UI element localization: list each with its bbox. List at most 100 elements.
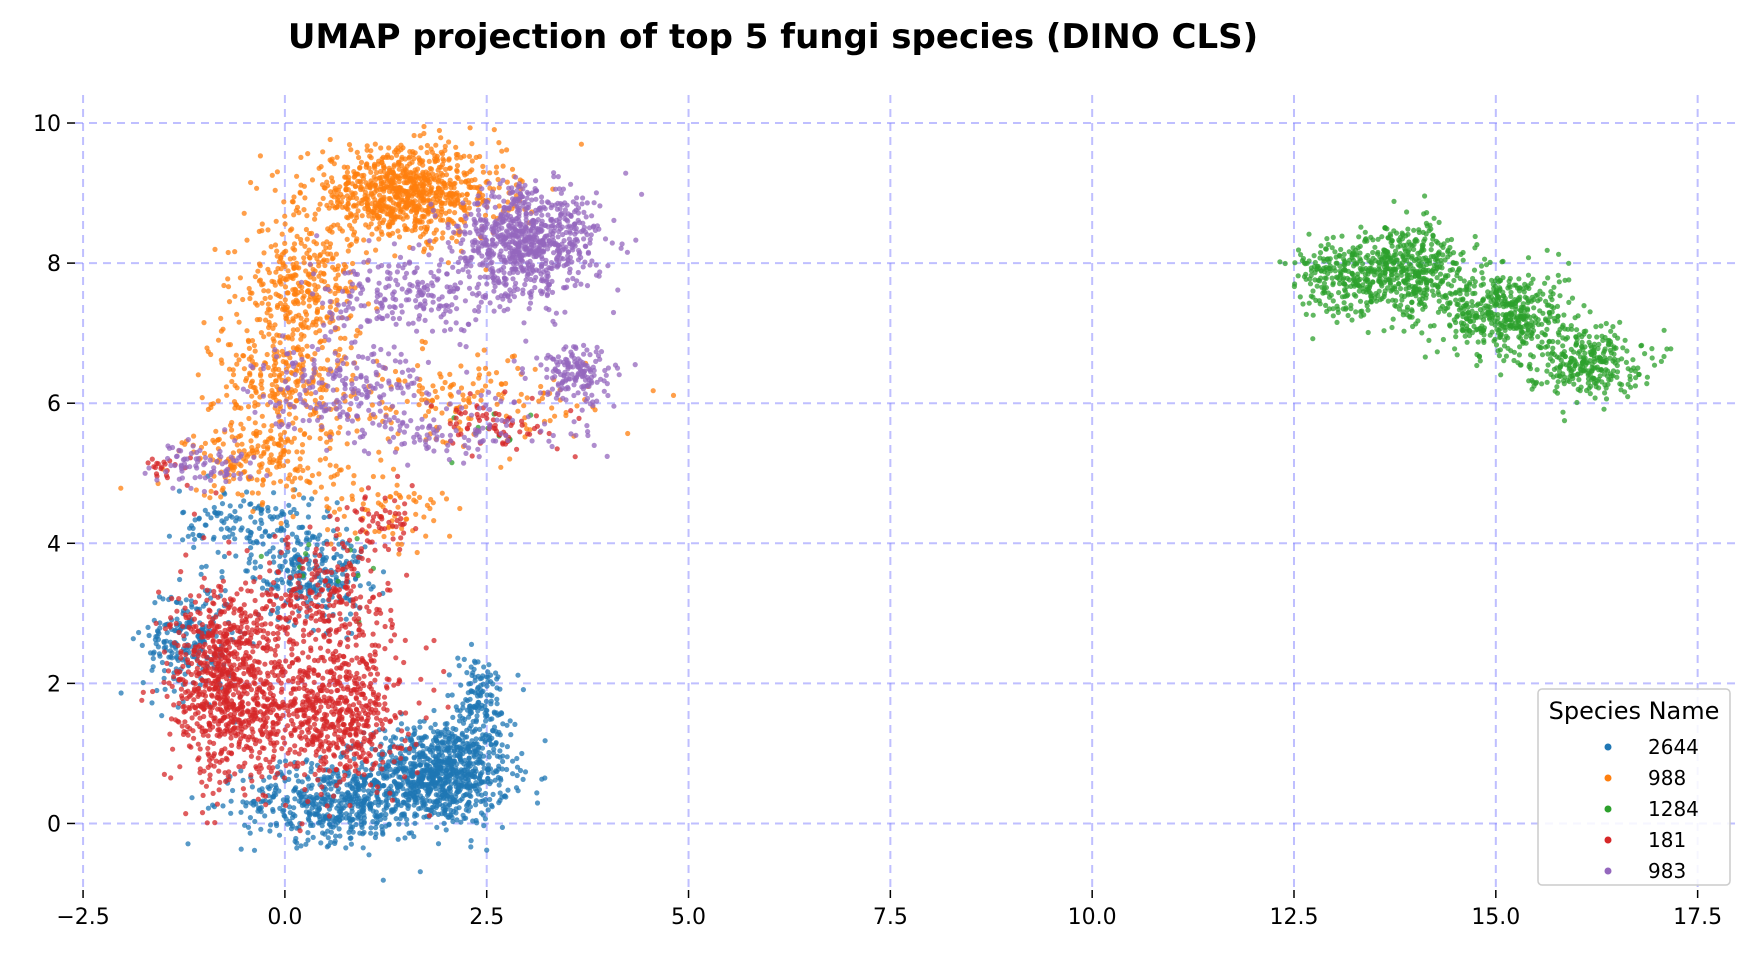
data-point xyxy=(363,162,370,168)
data-point xyxy=(266,324,272,331)
data-point xyxy=(1541,331,1548,337)
data-point xyxy=(310,801,316,808)
data-point xyxy=(453,810,459,816)
data-point xyxy=(274,248,280,254)
series-2644-points xyxy=(118,473,548,883)
data-point xyxy=(324,202,330,208)
data-point xyxy=(351,232,357,238)
data-point xyxy=(283,483,290,489)
data-point xyxy=(251,802,257,808)
data-point xyxy=(411,764,417,770)
data-point xyxy=(289,531,295,537)
data-point xyxy=(290,514,296,520)
data-point xyxy=(446,736,452,742)
data-point xyxy=(473,741,479,747)
data-point xyxy=(349,496,356,503)
data-point xyxy=(1429,241,1435,247)
data-point xyxy=(435,841,442,847)
data-point xyxy=(1440,294,1446,300)
data-point xyxy=(509,771,516,777)
data-point xyxy=(271,490,277,496)
data-point xyxy=(195,372,201,378)
data-point xyxy=(1411,246,1417,252)
data-point xyxy=(1474,362,1480,369)
data-point xyxy=(450,199,456,205)
data-point xyxy=(308,820,314,826)
data-point xyxy=(475,791,481,797)
data-point xyxy=(436,174,442,180)
data-point xyxy=(230,372,237,378)
data-point xyxy=(230,787,236,794)
data-point xyxy=(276,832,283,838)
data-point xyxy=(316,165,322,171)
data-point xyxy=(499,766,505,772)
data-point xyxy=(366,852,372,858)
data-point xyxy=(1380,251,1386,257)
data-point xyxy=(279,370,285,376)
data-point xyxy=(301,255,307,261)
data-point xyxy=(469,167,475,173)
data-point xyxy=(514,772,520,779)
data-point xyxy=(1445,237,1451,243)
data-point xyxy=(159,659,165,666)
data-point xyxy=(332,205,338,211)
data-point xyxy=(1424,223,1430,229)
data-point xyxy=(259,413,265,419)
data-point xyxy=(266,774,272,780)
data-point xyxy=(473,798,479,804)
data-point xyxy=(298,336,304,342)
data-point xyxy=(427,798,433,804)
data-point xyxy=(299,442,306,448)
data-point xyxy=(236,319,242,325)
data-point xyxy=(341,262,347,268)
data-point xyxy=(1540,291,1546,297)
data-point xyxy=(385,231,392,237)
data-point xyxy=(483,698,489,705)
data-point xyxy=(439,740,445,746)
data-point xyxy=(426,787,432,793)
data-point xyxy=(410,191,416,197)
data-point xyxy=(430,500,436,506)
data-point xyxy=(1471,283,1477,289)
data-point xyxy=(218,526,224,532)
data-point xyxy=(472,766,478,772)
data-point xyxy=(349,226,355,232)
data-point xyxy=(521,403,527,409)
data-point xyxy=(427,757,433,764)
data-point xyxy=(499,381,505,387)
data-point xyxy=(472,783,478,789)
data-point xyxy=(1539,339,1545,345)
data-point xyxy=(306,502,312,508)
data-point xyxy=(242,822,248,828)
data-point xyxy=(386,204,392,210)
data-point xyxy=(441,158,447,164)
data-point xyxy=(218,328,224,334)
data-point xyxy=(1369,293,1375,299)
data-point xyxy=(266,270,272,276)
data-point xyxy=(404,163,410,169)
data-point xyxy=(386,145,392,151)
data-point xyxy=(1453,319,1459,326)
data-point xyxy=(211,534,217,540)
data-point xyxy=(244,568,250,574)
data-point xyxy=(328,829,334,835)
data-point xyxy=(270,554,277,560)
data-point xyxy=(118,690,124,696)
data-point xyxy=(252,385,258,391)
data-point xyxy=(344,526,350,532)
data-point xyxy=(326,821,332,827)
data-point xyxy=(1477,358,1483,364)
data-point xyxy=(246,535,252,541)
data-point xyxy=(247,556,253,562)
data-point xyxy=(459,730,465,736)
data-point xyxy=(1370,255,1376,261)
data-point xyxy=(286,769,292,775)
data-point xyxy=(388,212,394,218)
data-point xyxy=(295,789,302,796)
data-point xyxy=(393,780,399,786)
data-point xyxy=(1358,224,1364,230)
data-point xyxy=(305,514,311,520)
data-point xyxy=(1381,293,1387,300)
data-point xyxy=(1368,234,1374,240)
data-point xyxy=(360,501,366,507)
